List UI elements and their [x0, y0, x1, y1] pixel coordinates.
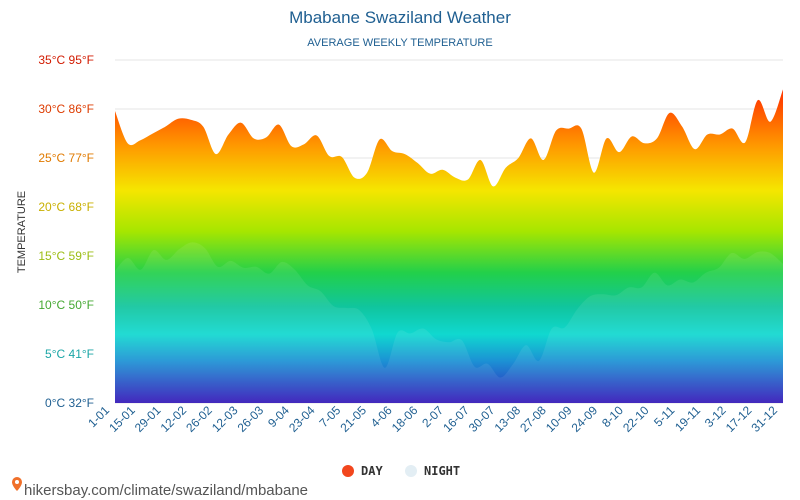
x-tick-label: 15-01: [106, 403, 138, 435]
y-axis-labels: 0°C 32°F 5°C 41°F 10°C 50°F 15°C 59°F 20°C 6…: [38, 53, 94, 410]
x-tick-label: 12-02: [158, 403, 190, 435]
y-tick-label: 15°C 59°F: [38, 249, 94, 263]
x-tick-label: 19-11: [672, 403, 703, 434]
night-area-shade: [115, 242, 783, 403]
legend-day-swatch: [342, 465, 354, 477]
x-tick-label: 29-01: [132, 403, 164, 435]
legend-day[interactable]: DAY: [342, 464, 383, 478]
x-tick-label: 10-09: [543, 403, 575, 435]
y-tick-label: 25°C 77°F: [38, 151, 94, 165]
y-tick-label: 0°C 32°F: [45, 396, 94, 410]
legend-night-label: NIGHT: [424, 464, 460, 478]
x-tick-label: 26-03: [235, 403, 267, 435]
credit-text: hikersbay.com/climate/swaziland/mbabane: [24, 482, 308, 499]
x-axis-labels: 1-0115-0129-0112-0226-0212-0326-039-0423…: [85, 403, 780, 435]
x-tick-label: 17-12: [723, 403, 755, 435]
legend: DAY NIGHT: [342, 464, 460, 478]
x-tick-label: 26-02: [183, 403, 215, 435]
x-tick-label: 13-08: [492, 403, 524, 435]
y-tick-label: 35°C 95°F: [38, 53, 94, 67]
legend-night[interactable]: NIGHT: [405, 464, 460, 478]
x-tick-label: 21-05: [337, 403, 369, 435]
x-tick-label: 24-09: [569, 403, 601, 435]
temperature-areas: [115, 89, 783, 404]
chart-subtitle: AVERAGE WEEKLY TEMPERATURE: [307, 37, 492, 49]
location-pin-dot: [15, 480, 19, 484]
x-tick-label: 30-07: [466, 403, 498, 435]
legend-day-label: DAY: [361, 464, 383, 478]
x-tick-label: 23-04: [286, 403, 318, 435]
legend-night-swatch: [405, 465, 417, 477]
x-tick-label: 31-12: [749, 403, 781, 435]
y-tick-label: 10°C 50°F: [38, 298, 94, 312]
x-tick-label: 12-03: [209, 403, 241, 435]
chart-title: Mbabane Swaziland Weather: [289, 8, 511, 27]
x-tick-label: 27-08: [517, 403, 549, 435]
night-temperature-area: [115, 242, 783, 403]
x-tick-label: 18-06: [389, 403, 421, 435]
credit-link[interactable]: hikersbay.com/climate/swaziland/mbabane: [12, 477, 308, 499]
y-tick-label: 5°C 41°F: [45, 347, 94, 361]
y-axis-title: TEMPERATURE: [16, 191, 28, 273]
x-tick-label: 22-10: [620, 403, 652, 435]
y-tick-label: 20°C 68°F: [38, 200, 94, 214]
y-tick-label: 30°C 86°F: [38, 102, 94, 116]
x-tick-label: 16-07: [440, 403, 472, 435]
